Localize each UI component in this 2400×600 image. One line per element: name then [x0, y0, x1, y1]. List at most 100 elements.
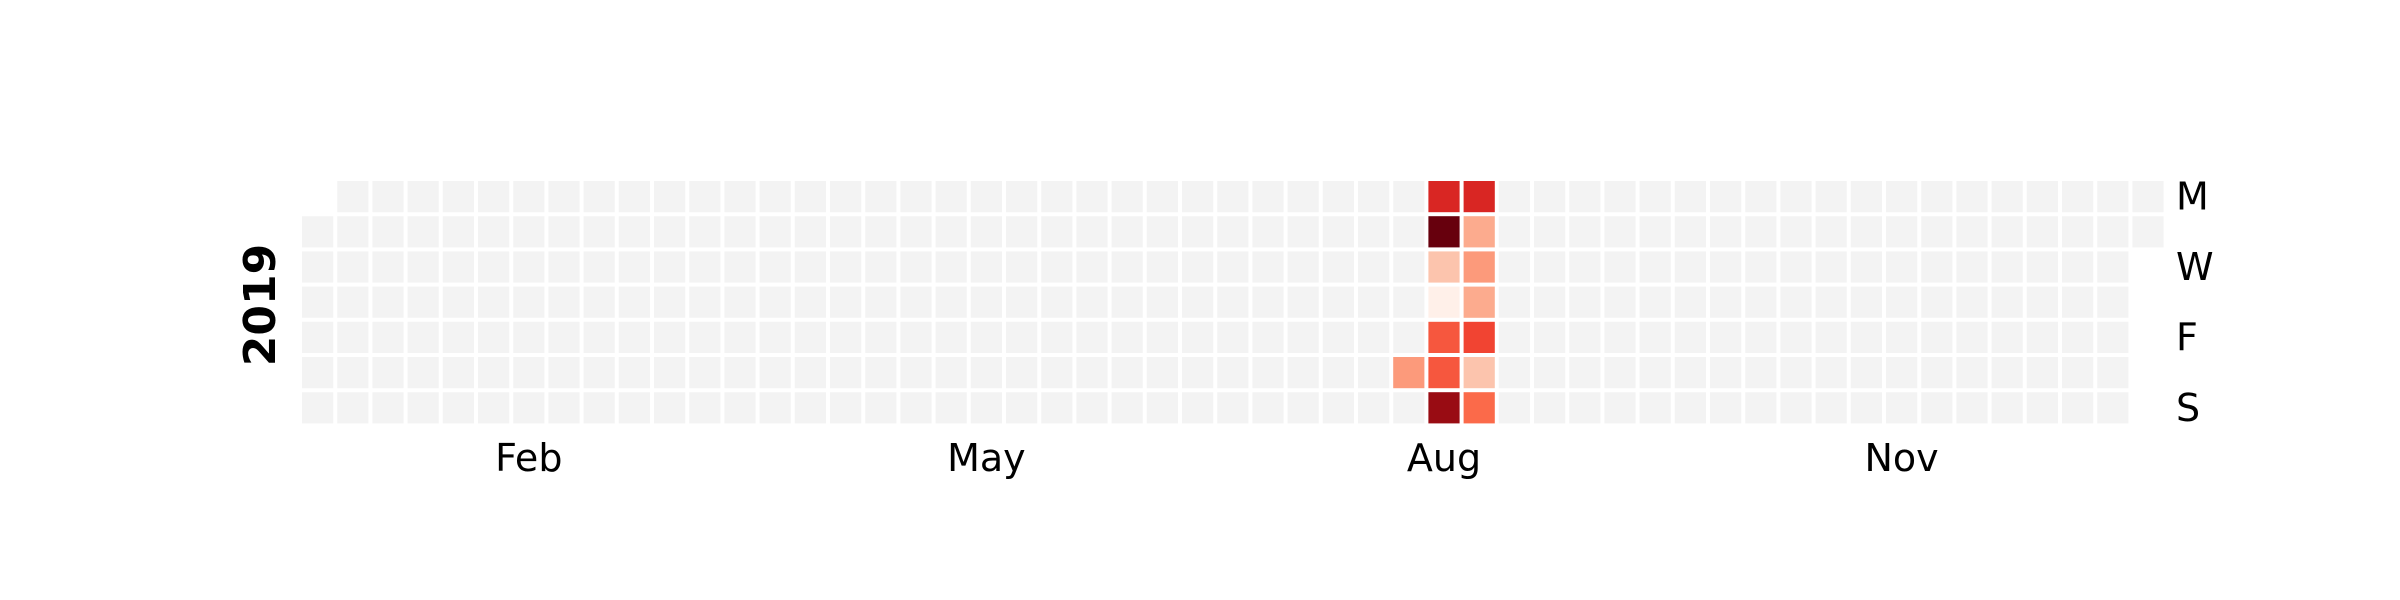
day-cell-empty — [1639, 251, 1671, 283]
day-cell-empty — [1217, 392, 1249, 424]
day-cell-empty — [548, 357, 580, 389]
day-cell-empty — [1041, 286, 1073, 318]
day-cell-empty — [2097, 321, 2129, 353]
day-cell-empty — [1710, 286, 1742, 318]
day-cell-empty — [1393, 286, 1425, 318]
day-cell-empty — [1041, 216, 1073, 248]
day-cell-empty — [1217, 357, 1249, 389]
day-cell-empty — [2026, 357, 2058, 389]
day-cell-empty — [654, 251, 686, 283]
day-cell-empty — [442, 392, 474, 424]
day-cell-empty — [1780, 181, 1812, 213]
day-cell-empty — [1217, 321, 1249, 353]
day-cell-empty — [794, 251, 826, 283]
day-cell-empty — [372, 251, 404, 283]
day-cell-empty — [478, 357, 510, 389]
day-cell-empty — [407, 392, 439, 424]
day-cell-empty — [1745, 357, 1777, 389]
day-cell-empty — [1674, 181, 1706, 213]
day-cell-empty — [689, 321, 721, 353]
day-cell-empty — [618, 357, 650, 389]
day-cell-empty — [1498, 181, 1530, 213]
day-cell-empty — [654, 286, 686, 318]
day-cell-empty — [1956, 321, 1988, 353]
day-cell-empty — [583, 357, 615, 389]
day-cell-empty — [1287, 181, 1319, 213]
day-cell-empty — [689, 392, 721, 424]
day-cell-empty — [1815, 181, 1847, 213]
day-cell-empty — [1604, 357, 1636, 389]
day-cell-empty — [1850, 251, 1882, 283]
day-cell-empty — [1111, 251, 1143, 283]
day-cell-empty — [1604, 181, 1636, 213]
day-cell-empty — [724, 357, 756, 389]
day-cell-empty — [1182, 251, 1214, 283]
day-cell-empty — [1956, 181, 1988, 213]
day-cell-empty — [1358, 321, 1390, 353]
day-cell-empty — [2026, 392, 2058, 424]
day-cell-empty — [478, 286, 510, 318]
day-cell-empty — [830, 357, 862, 389]
day-cell-empty — [1886, 251, 1918, 283]
day-cell-empty — [970, 181, 1002, 213]
day-cell-empty — [1886, 321, 1918, 353]
day-cell-empty — [1393, 181, 1425, 213]
day-cell-empty — [1041, 357, 1073, 389]
day-cell-empty — [583, 251, 615, 283]
day-cell-empty — [407, 321, 439, 353]
day-cell-empty — [2026, 181, 2058, 213]
day-cell-empty — [337, 392, 369, 424]
day-cell-empty — [1534, 251, 1566, 283]
day-cell-empty — [1569, 321, 1601, 353]
day-cell-empty — [1182, 286, 1214, 318]
day-cell — [1463, 286, 1495, 318]
day-cell-empty — [689, 251, 721, 283]
day-cell-empty — [1217, 251, 1249, 283]
day-cell-empty — [1252, 216, 1284, 248]
day-cell-empty — [865, 286, 897, 318]
day-cell-empty — [1076, 321, 1108, 353]
day-cell-empty — [2132, 181, 2164, 213]
day-cell-empty — [1322, 357, 1354, 389]
day-cell-empty — [865, 251, 897, 283]
day-cell-empty — [513, 392, 545, 424]
day-cell-empty — [1393, 392, 1425, 424]
day-cell-empty — [689, 216, 721, 248]
day-cell-empty — [1921, 216, 1953, 248]
day-cell-empty — [1287, 357, 1319, 389]
day-cell-empty — [618, 181, 650, 213]
day-cell-empty — [1534, 216, 1566, 248]
day-cell-empty — [759, 251, 791, 283]
day-cell-empty — [2097, 392, 2129, 424]
day-cell-empty — [830, 392, 862, 424]
day-cell-empty — [935, 357, 967, 389]
day-cell-empty — [724, 286, 756, 318]
day-cell-empty — [1886, 286, 1918, 318]
day-cell-empty — [548, 321, 580, 353]
day-cell-empty — [1146, 357, 1178, 389]
day-cell-empty — [1745, 321, 1777, 353]
day-cell-empty — [1146, 216, 1178, 248]
day-cell-empty — [1182, 321, 1214, 353]
day-cell-empty — [1006, 181, 1038, 213]
day-cell-empty — [1006, 251, 1038, 283]
day-cell-empty — [1674, 321, 1706, 353]
day-cell-empty — [1182, 216, 1214, 248]
day-cell-empty — [1358, 392, 1390, 424]
day-cell-empty — [1182, 357, 1214, 389]
day-cell-empty — [1921, 251, 1953, 283]
day-cell-empty — [935, 216, 967, 248]
day-cell-empty — [1850, 216, 1882, 248]
day-cell-empty — [1745, 216, 1777, 248]
day-cell-empty — [1991, 357, 2023, 389]
day-cell-empty — [337, 251, 369, 283]
year-label: 2019 — [235, 244, 286, 366]
month-tick-label: Aug — [1407, 436, 1481, 480]
day-cell-empty — [1534, 181, 1566, 213]
day-cell-empty — [1111, 181, 1143, 213]
day-cell-empty — [618, 286, 650, 318]
day-cell-empty — [759, 286, 791, 318]
day-cell-empty — [830, 286, 862, 318]
day-cell-empty — [337, 181, 369, 213]
